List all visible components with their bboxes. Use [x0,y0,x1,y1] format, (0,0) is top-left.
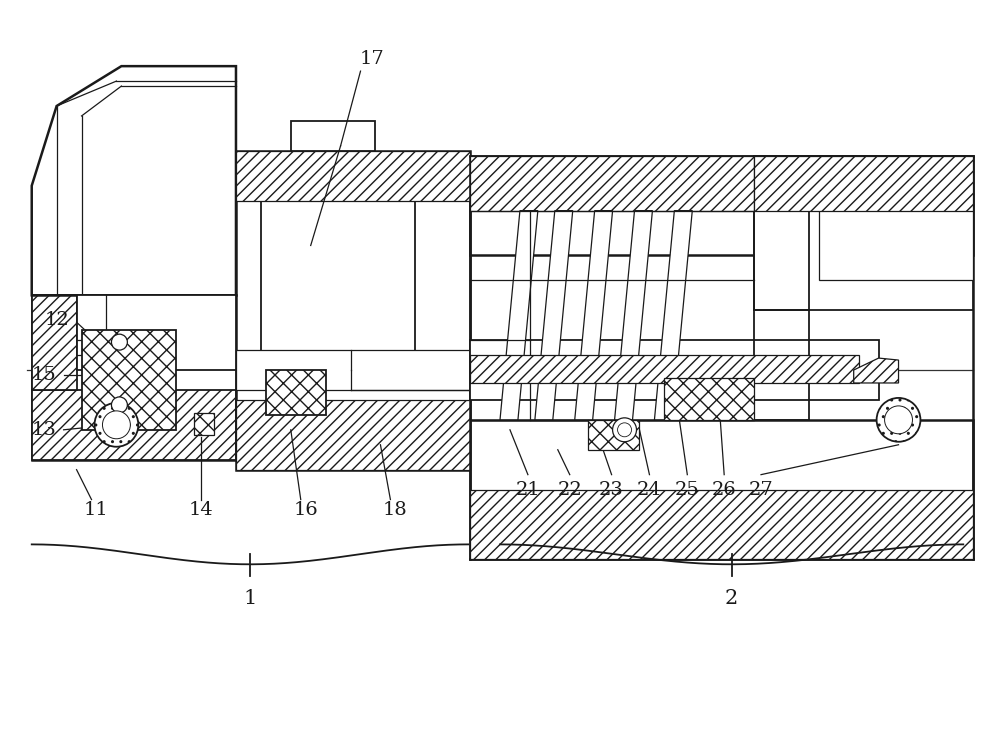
Bar [77,295,236,370]
Bar [32,390,236,460]
Bar [470,341,879,400]
Text: 15: 15 [32,366,57,384]
Bar [236,151,470,201]
Bar [819,186,973,280]
Bar [470,355,859,383]
Bar [291,121,375,151]
Bar [664,378,754,420]
Polygon shape [654,211,692,420]
Text: 13: 13 [32,421,57,439]
Polygon shape [500,211,538,420]
Bar [266,370,326,414]
Bar [754,156,973,211]
Text: 18: 18 [383,501,408,519]
Bar [236,350,470,390]
Polygon shape [535,211,573,420]
Circle shape [613,418,636,442]
Text: 25: 25 [675,481,700,498]
Text: 12: 12 [45,311,70,329]
Text: 16: 16 [293,501,318,519]
Circle shape [877,398,920,442]
Circle shape [618,423,632,437]
Polygon shape [615,211,652,420]
Bar [470,156,754,211]
Bar [236,400,470,470]
Bar [236,151,470,470]
Bar [470,156,973,255]
Text: 21: 21 [516,481,540,498]
Text: 14: 14 [189,501,213,519]
Bar [32,295,77,390]
Bar [261,201,415,370]
Polygon shape [854,358,899,383]
Polygon shape [575,211,613,420]
Text: 24: 24 [637,481,662,498]
Bar [588,420,639,450]
Text: 26: 26 [712,481,737,498]
Circle shape [94,403,138,447]
Text: 23: 23 [599,481,624,498]
Text: 2: 2 [725,589,738,609]
Text: 22: 22 [557,481,582,498]
Bar [82,330,176,430]
Polygon shape [32,66,236,295]
Circle shape [111,397,127,413]
Bar [754,156,973,310]
Circle shape [111,334,127,350]
Bar [32,295,236,460]
Text: 27: 27 [749,481,773,498]
Bar [194,413,214,435]
Bar [470,420,973,559]
Text: 1: 1 [243,589,257,609]
Text: 11: 11 [84,501,109,519]
Bar [470,489,973,559]
Text: 17: 17 [360,50,385,68]
Circle shape [102,411,130,439]
Circle shape [885,406,912,434]
